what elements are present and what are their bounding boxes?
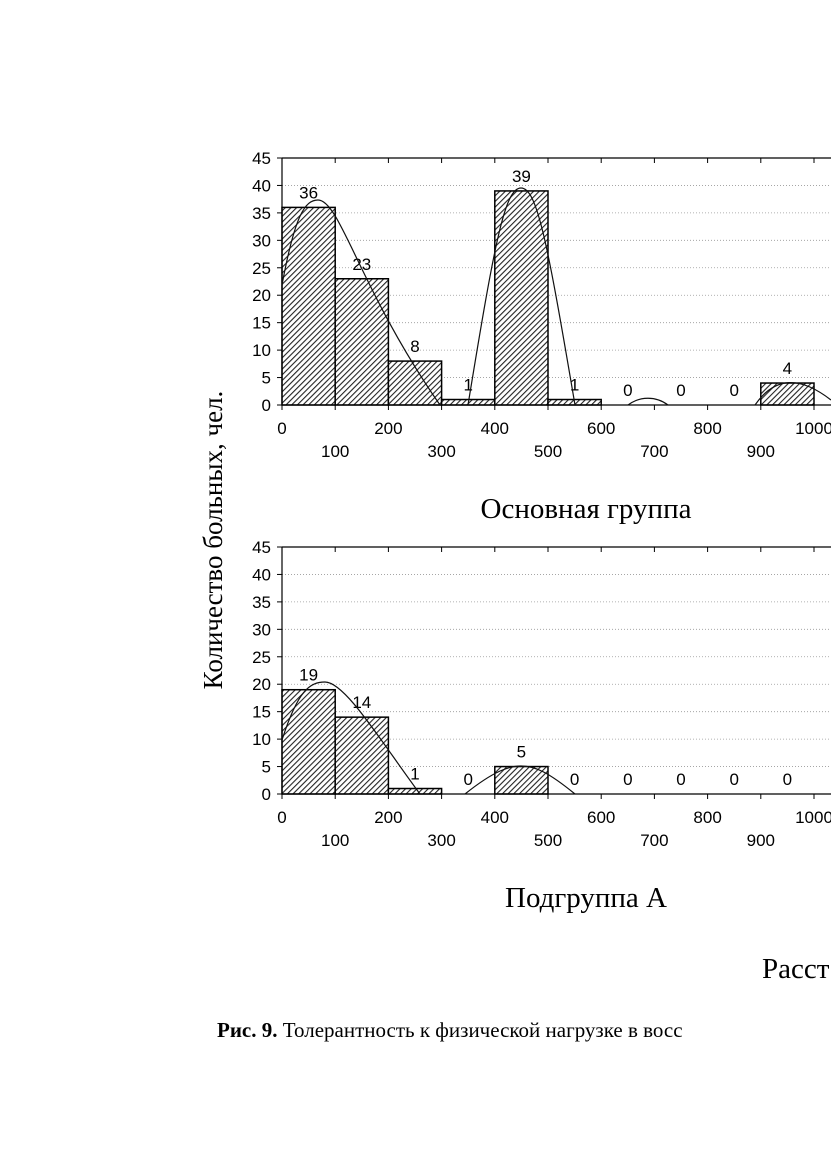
x-tick-label: 200 — [374, 808, 402, 827]
y-tick-label: 20 — [252, 286, 271, 305]
y-tick-label: 40 — [252, 176, 271, 195]
x-axis-label: Расст — [762, 953, 830, 985]
y-tick-label: 0 — [262, 785, 271, 804]
data-label: 0 — [729, 770, 738, 789]
x-tick-label: 0 — [277, 419, 286, 438]
y-tick-label: 0 — [262, 396, 271, 415]
fit-curve — [627, 397, 669, 406]
data-label: 1 — [463, 376, 472, 395]
data-label: 0 — [570, 770, 579, 789]
bar — [494, 190, 549, 406]
y-tick-label: 15 — [252, 314, 271, 333]
data-label: 39 — [512, 167, 531, 186]
data-label: 0 — [463, 770, 472, 789]
data-label: 4 — [783, 359, 792, 378]
bar — [281, 688, 336, 795]
y-tick-label: 5 — [262, 369, 271, 388]
x-tick-label: 0 — [277, 808, 286, 827]
bar — [281, 206, 336, 406]
y-tick-label: 5 — [262, 758, 271, 777]
y-axis-label: Количество больных, чел. — [198, 391, 228, 690]
data-label: 5 — [517, 743, 526, 762]
x-tick-label: 900 — [747, 831, 775, 850]
fit-curve — [464, 765, 576, 795]
bar — [387, 787, 443, 795]
x-tick-label: 800 — [693, 808, 721, 827]
fit-curve — [754, 382, 831, 406]
fit-curve — [281, 681, 421, 795]
x-tick-label: 500 — [534, 831, 562, 850]
y-tick-label: 40 — [252, 565, 271, 584]
x-tick-label: 900 — [747, 442, 775, 461]
y-tick-label: 45 — [252, 538, 271, 557]
data-label: 8 — [410, 337, 419, 356]
fit-curve — [281, 199, 441, 406]
caption: Рис. 9. Толерантность к физической нагру… — [217, 1018, 683, 1042]
fit-curve — [467, 187, 576, 406]
data-label: 0 — [623, 770, 632, 789]
x-tick-label: 700 — [640, 442, 668, 461]
x-tick-label: 1000 — [795, 808, 831, 827]
x-tick-label: 100 — [321, 442, 349, 461]
data-label: 1 — [570, 376, 579, 395]
x-tick-label: 500 — [534, 442, 562, 461]
chart-title: Подгруппа А — [505, 882, 667, 914]
y-tick-label: 45 — [252, 149, 271, 168]
data-label: 36 — [299, 183, 318, 202]
data-label: 0 — [623, 381, 632, 400]
data-label: 19 — [299, 666, 318, 685]
x-tick-label: 600 — [587, 419, 615, 438]
x-tick-label: 300 — [427, 442, 455, 461]
y-tick-label: 15 — [252, 703, 271, 722]
fit-curves — [281, 187, 831, 795]
x-tick-label: 800 — [693, 419, 721, 438]
y-tick-label: 25 — [252, 259, 271, 278]
data-label: 1 — [410, 765, 419, 784]
data-label: 23 — [352, 255, 371, 274]
x-tick-label: 600 — [587, 808, 615, 827]
x-tick-label: 100 — [321, 831, 349, 850]
data-label: 0 — [676, 381, 685, 400]
chart-1: 0510152025303540450100200300400500600700… — [252, 149, 831, 525]
x-tick-label: 400 — [481, 808, 509, 827]
y-tick-label: 35 — [252, 593, 271, 612]
chart-2: 0510152025303540450100200300400500600700… — [252, 538, 831, 914]
y-tick-label: 10 — [252, 341, 271, 360]
data-label: 0 — [783, 770, 792, 789]
caption-label: Рис. 9. — [217, 1018, 278, 1042]
y-tick-label: 30 — [252, 231, 271, 250]
y-tick-label: 30 — [252, 620, 271, 639]
x-tick-label: 300 — [427, 831, 455, 850]
y-tick-label: 20 — [252, 675, 271, 694]
x-tick-label: 700 — [640, 831, 668, 850]
bar — [334, 278, 390, 406]
x-tick-label: 200 — [374, 419, 402, 438]
caption-text: Толерантность к физической нагрузке в во… — [283, 1018, 683, 1042]
bar — [760, 382, 815, 406]
bar — [387, 360, 443, 406]
chart-title: Основная группа — [481, 493, 692, 525]
bar — [334, 716, 390, 795]
data-label: 0 — [676, 770, 685, 789]
data-label: 14 — [352, 693, 371, 712]
y-tick-label: 35 — [252, 204, 271, 223]
y-tick-label: 25 — [252, 648, 271, 667]
y-tick-label: 10 — [252, 730, 271, 749]
x-tick-label: 1000 — [795, 419, 831, 438]
x-tick-label: 400 — [481, 419, 509, 438]
data-label: 0 — [729, 381, 738, 400]
